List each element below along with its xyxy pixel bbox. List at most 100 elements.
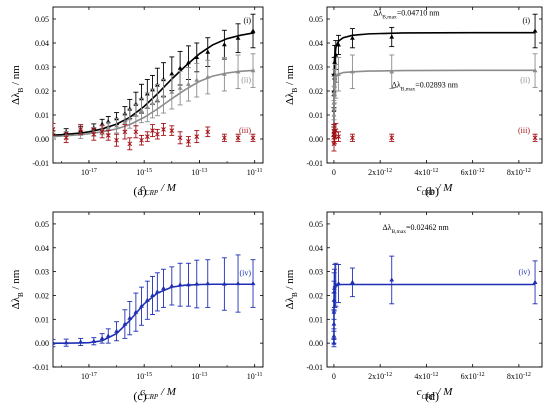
data-point <box>53 122 56 136</box>
marker-triangle <box>161 285 166 290</box>
marker-triangle <box>250 280 256 286</box>
y-axis-label: ΔλB / nm <box>10 269 25 309</box>
marker-triangle <box>532 279 538 284</box>
y-axis-label: ΔλB / nm <box>284 269 299 309</box>
marker-x <box>99 129 105 135</box>
data-point <box>177 262 183 307</box>
marker-triangle <box>389 69 395 74</box>
marker-triangle <box>169 283 175 288</box>
marker-triangle <box>186 282 191 287</box>
chart-panel-c: -0.01 0.00 0.01 0.02 0.03 0.04 0.05 10-17 10-15 1… <box>10 211 264 403</box>
marker-triangle <box>221 71 227 76</box>
marker-triangle <box>194 54 200 59</box>
series-iii <box>331 122 538 152</box>
marker-triangle <box>350 35 355 40</box>
data-point <box>185 136 191 147</box>
y-tick-label: 0.00 <box>35 135 49 144</box>
series-label: (iv) <box>518 267 530 276</box>
data-point <box>221 257 227 311</box>
panel-label: (d) <box>425 389 439 403</box>
y-tick-label: 0.05 <box>35 15 49 24</box>
y-tick-label: 0.00 <box>309 339 323 348</box>
marker-x <box>169 128 175 133</box>
marker-triangle <box>177 282 183 287</box>
marker-triangle <box>389 277 395 282</box>
marker-triangle <box>333 282 339 287</box>
panel-label: (a) <box>133 184 146 198</box>
plot-frame <box>326 6 543 164</box>
data-point <box>177 131 183 145</box>
marker-x <box>155 131 160 137</box>
x-tick-label: 6x10-12 <box>461 168 485 177</box>
data-point <box>169 125 175 136</box>
x-tick-label: 0 <box>332 168 336 177</box>
x-axis-label: cCRP / M <box>417 386 454 401</box>
series-label: (iv) <box>239 269 251 278</box>
data-point <box>150 124 156 138</box>
marker-x <box>133 129 139 135</box>
x-tick-label: 10-11 <box>247 372 263 381</box>
marker-x <box>235 135 241 141</box>
data-point <box>185 262 191 307</box>
marker-triangle <box>144 297 150 302</box>
data-point <box>336 34 342 55</box>
marker-triangle <box>333 52 339 57</box>
annotation-max-shift: ΔλB,max=0.04710 nm <box>373 8 440 20</box>
data-point <box>205 59 211 95</box>
marker-triangle <box>105 333 111 338</box>
data-point <box>139 286 145 326</box>
data-point <box>185 67 191 102</box>
data-point <box>235 54 241 90</box>
data-point <box>532 133 538 142</box>
series-label: (i) <box>522 16 530 25</box>
fit-curve <box>53 31 255 136</box>
marker-triangle <box>91 338 97 343</box>
data-point <box>250 133 256 142</box>
data-point <box>336 56 342 92</box>
series-label: (iii) <box>518 126 530 135</box>
data-point <box>389 26 395 48</box>
x-tick-label: 10-17 <box>81 168 97 177</box>
marker-x <box>105 133 111 138</box>
data-point <box>349 54 355 90</box>
marker-x <box>122 129 128 135</box>
plot-frame <box>52 211 264 368</box>
data-point <box>235 23 241 54</box>
y-tick-label: 0.01 <box>35 315 49 324</box>
data-point <box>235 133 241 142</box>
marker-triangle <box>139 303 144 308</box>
marker-triangle <box>150 100 155 106</box>
data-point <box>144 131 150 142</box>
series-label: (iii) <box>239 126 251 135</box>
marker-triangle <box>336 71 341 76</box>
plot-frame <box>52 6 264 164</box>
plot-area <box>331 13 538 152</box>
data-point <box>194 259 200 309</box>
data-point <box>114 118 120 134</box>
chart-panel-b: -0.01 0.00 0.01 0.02 0.03 0.04 0.05 0 2x10-12 4x1… <box>284 6 543 198</box>
x-tick-label: 8x10-12 <box>507 372 531 381</box>
chart-panel-d: -0.01 0.00 0.01 0.02 0.03 0.04 0.05 0 2x10-12 4x1… <box>284 211 543 403</box>
y-tick-label: 0.05 <box>309 15 323 24</box>
marker-triangle <box>235 69 241 74</box>
plot-area <box>53 13 256 151</box>
series-iii <box>53 122 256 151</box>
data-point <box>150 88 156 119</box>
marker-triangle <box>205 49 211 54</box>
y-tick-label: 0.01 <box>309 111 323 120</box>
data-point <box>349 28 355 49</box>
x-tick-label: 8x10-12 <box>507 168 531 177</box>
data-point <box>532 260 538 305</box>
marker-x <box>53 127 56 132</box>
marker-triangle <box>336 42 341 47</box>
data-point <box>114 133 120 147</box>
series-iv <box>331 255 538 348</box>
marker-triangle <box>63 340 69 345</box>
marker-triangle <box>53 340 56 345</box>
data-point <box>221 133 227 142</box>
data-point <box>532 53 538 88</box>
data-point <box>221 29 227 60</box>
marker-x <box>336 134 341 139</box>
x-tick-label: 2x10-12 <box>368 372 392 381</box>
data-point <box>91 337 97 346</box>
